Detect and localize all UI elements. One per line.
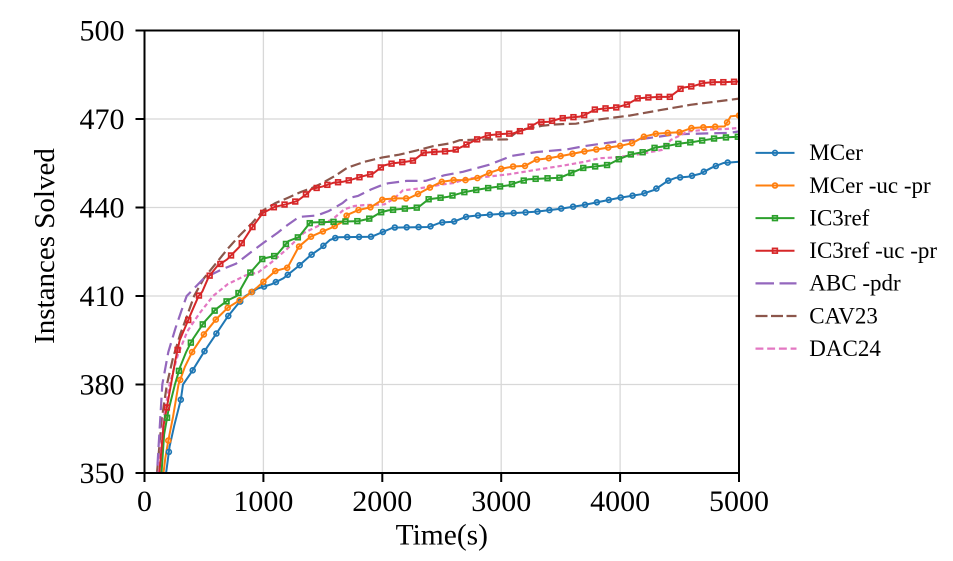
svg-text:4000: 4000 [590, 485, 650, 518]
svg-text:440: 440 [80, 192, 125, 225]
svg-text:3000: 3000 [471, 485, 531, 518]
svg-text:470: 470 [80, 103, 125, 136]
svg-text:2000: 2000 [352, 485, 412, 518]
svg-text:380: 380 [80, 369, 125, 402]
svg-text:Time(s): Time(s) [396, 520, 488, 552]
svg-text:500: 500 [80, 15, 125, 48]
svg-text:Instances Solved: Instances Solved [29, 148, 61, 344]
svg-text:MCer -uc -pr: MCer -uc -pr [809, 173, 931, 198]
svg-text:350: 350 [80, 457, 125, 490]
svg-text:5000: 5000 [709, 485, 769, 518]
svg-text:IC3ref: IC3ref [809, 205, 869, 230]
svg-text:410: 410 [80, 280, 125, 313]
svg-text:MCer: MCer [809, 140, 863, 165]
svg-text:IC3ref -uc -pr: IC3ref -uc -pr [809, 238, 937, 263]
svg-text:ABC -pdr: ABC -pdr [809, 271, 901, 296]
svg-text:0: 0 [137, 485, 152, 518]
svg-text:CAV23: CAV23 [809, 303, 878, 328]
svg-text:1000: 1000 [233, 485, 293, 518]
svg-text:DAC24: DAC24 [809, 336, 881, 361]
